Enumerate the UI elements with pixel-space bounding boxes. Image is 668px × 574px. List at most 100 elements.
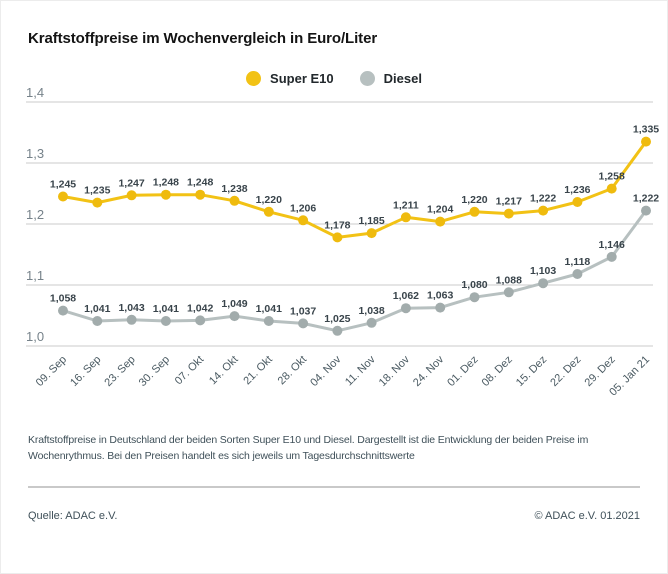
data-point [160,189,171,200]
x-axis-label: 01. Dez [445,354,480,389]
data-point [366,317,377,328]
data-point-label: 1,236 [564,184,590,196]
legend-label-diesel: Diesel [383,71,422,86]
source-text: Quelle: ADAC e.V. [28,509,118,522]
data-point-label: 1,222 [530,193,556,205]
data-point-label: 1,146 [599,239,625,251]
data-point-label: 1,118 [565,256,591,268]
data-point-label: 1,041 [84,303,110,315]
data-point [538,205,549,216]
data-point-label: 1,238 [221,183,247,195]
data-point [503,287,514,298]
data-point [641,205,651,216]
data-point [298,318,309,329]
data-point-label: 1,220 [256,194,282,206]
x-axis-label: 22. Dez [548,354,583,389]
series-line-super-e10 [61,140,648,239]
x-axis-label: 07. Okt [173,354,207,388]
chart-legend: Super E10 Diesel [1,71,667,86]
x-axis-label: 15. Dez [514,354,549,389]
data-point-label: 1,211 [393,199,419,211]
data-point [195,189,206,200]
data-point-label: 1,058 [50,293,76,305]
y-axis-label: 1,0 [26,329,44,344]
data-point [538,278,549,289]
series-line-diesel [61,209,648,333]
data-point [195,315,206,326]
y-axis-label: 1,3 [26,146,44,161]
legend-item-diesel: Diesel [359,71,422,86]
data-point [366,228,377,239]
data-point [606,251,617,262]
data-point [298,215,309,226]
data-point [469,292,480,303]
legend-item-super-e10: Super E10 [246,71,334,86]
data-point-label: 1,038 [358,305,384,317]
data-point-label: 1,049 [221,298,247,310]
data-point [572,269,583,279]
data-point-label: 1,248 [153,177,179,189]
x-axis-label: 04. Nov [308,353,344,389]
data-point-label: 1,063 [427,290,453,302]
data-point-label: 1,220 [461,194,487,206]
data-point-label: 1,025 [324,313,350,325]
data-point [126,314,137,325]
data-point-label: 1,088 [496,274,522,286]
data-point-label: 1,185 [358,215,384,227]
data-point-label: 1,222 [633,193,659,205]
data-point [469,206,480,217]
data-point-label: 1,335 [633,124,659,136]
data-point [126,190,137,201]
footer-divider [28,485,640,488]
data-point [92,316,103,326]
data-point [229,311,240,322]
data-point [263,316,274,326]
data-point [606,183,617,194]
y-axis-label: 1,1 [26,268,44,283]
x-axis-label: 18. Nov [377,353,413,389]
data-point [58,305,68,316]
data-point-label: 1,206 [290,202,316,214]
x-axis-label: 21. Okt [241,354,275,388]
x-axis-label: 28. Okt [276,354,310,388]
data-point-label: 1,080 [461,279,487,291]
legend-label-super-e10: Super E10 [270,71,334,86]
x-axis-label: 09. Sep [34,354,69,389]
x-axis-label: 08. Dez [480,354,515,389]
data-point [400,212,411,223]
y-axis-label: 1,2 [26,207,44,222]
data-point [435,216,446,227]
data-point [229,195,240,206]
x-axis-label: 16. Sep [68,354,103,389]
data-point-label: 1,062 [393,290,419,302]
data-point-label: 1,248 [187,177,213,189]
data-point-label: 1,041 [153,303,179,315]
data-point-label: 1,235 [84,185,110,197]
data-point [572,197,583,207]
chart-description: Kraftstoffpreise in Deutschland der beid… [28,434,589,462]
data-point [160,316,171,326]
data-point [435,302,446,313]
data-point-label: 1,178 [324,219,350,231]
x-axis-label: 30. Sep [137,354,172,389]
data-point-label: 1,037 [290,305,316,317]
data-point [503,208,514,219]
x-axis-label: 11. Nov [343,353,378,388]
data-point-label: 1,245 [50,179,76,191]
data-point-label: 1,204 [427,204,453,216]
data-point-label: 1,041 [256,303,282,315]
data-point-label: 1,217 [496,196,522,208]
y-axis-label: 1,4 [26,88,44,100]
data-point [92,197,103,208]
x-axis-label: 14. Okt [207,354,241,388]
data-point-label: 1,103 [530,265,556,277]
data-point [332,325,343,336]
data-point [263,206,274,217]
data-point-label: 1,043 [118,302,144,314]
copyright-text: © ADAC e.V. 01.2021 [534,509,640,522]
legend-dot-super-e10-icon [246,71,262,86]
data-point [332,232,343,243]
data-point [58,191,68,202]
